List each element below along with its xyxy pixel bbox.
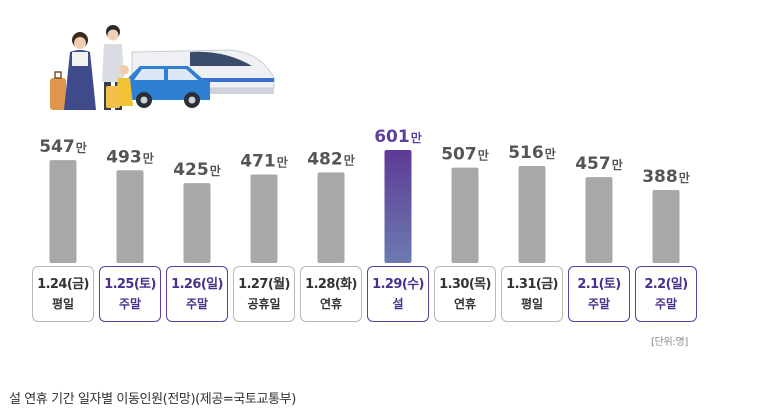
value-label: 457만 [575,154,623,174]
bar-2.2(일) [652,190,680,263]
bar-1.28(화) [317,172,345,263]
day-label-box: 1.26(일) 주말 [166,266,228,322]
bar-1.30(목) [451,167,479,263]
day-type-label: 평일 [51,296,75,311]
day-label-box: 1.31(금) 평일 [501,266,563,322]
day-label-box: 1.25(토) 주말 [99,266,161,322]
day-date-label: 1.28(화) [305,276,357,292]
value-label: 425만 [173,160,221,180]
day-date-label: 1.31(금) [506,276,558,292]
day-label-box: 1.27(월) 공휴일 [233,266,295,322]
value-label: 482만 [307,149,355,169]
unit-note: [단위:명] [651,337,688,348]
value-label: 493만 [106,147,154,167]
day-type-label: 설 [392,296,404,311]
day-label-box: 1.29(수) 설 [367,266,429,322]
bar-1.31(금) [518,165,546,263]
day-date-label: 1.25(토) [104,276,156,292]
day-date-label: 2.1(토) [577,276,621,292]
value-label: 388만 [642,167,690,187]
bar-1.29(수) [384,150,412,263]
day-date-label: 1.29(수) [372,276,424,292]
day-date-label: 1.26(일) [171,276,223,292]
value-label: 507만 [441,145,489,165]
day-type-label: 주말 [185,296,209,311]
bar-2.1(토) [585,177,613,263]
day-type-label: 연휴 [319,296,343,311]
day-date-label: 1.27(월) [238,276,290,292]
car-icon [126,66,210,108]
day-type-label: 주말 [587,296,611,311]
caption: 설 연휴 기간 일자별 이동인원(전망)(제공=국토교통부) [9,392,296,407]
value-label: 601만 [374,127,422,147]
bar-1.26(일) [183,183,211,263]
day-label-box: 2.1(토) 주말 [568,266,630,322]
day-label-box: 2.2(일) 주말 [635,266,697,322]
bar-1.25(토) [116,170,144,263]
day-type-label: 주말 [118,296,142,311]
day-date-label: 2.2(일) [644,276,688,292]
day-type-label: 공휴일 [247,296,281,311]
day-label-box: 1.28(화) 연휴 [300,266,362,322]
day-type-label: 주말 [654,296,678,311]
family-travel-illustration [50,25,275,110]
family-icon [50,25,133,110]
day-date-label: 1.24(금) [37,276,89,292]
day-label-box: 1.30(목) 연휴 [434,266,496,322]
day-type-label: 평일 [520,296,544,311]
day-date-label: 1.30(목) [439,276,491,292]
bar-1.24(금) [49,160,77,263]
value-label: 516만 [508,143,556,163]
value-label: 471만 [240,151,288,171]
day-type-label: 연휴 [453,296,477,311]
value-label: 547만 [39,137,87,157]
day-label-box: 1.24(금) 평일 [32,266,94,322]
bar-1.27(월) [250,174,278,263]
